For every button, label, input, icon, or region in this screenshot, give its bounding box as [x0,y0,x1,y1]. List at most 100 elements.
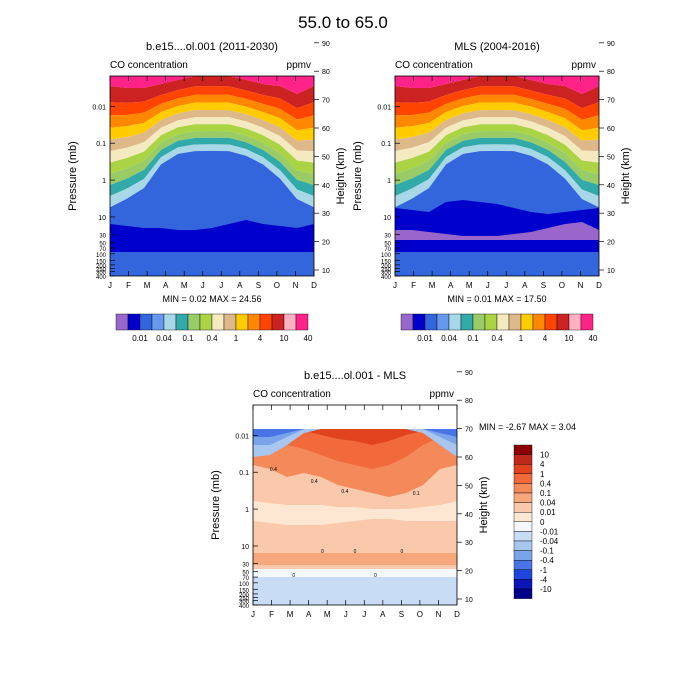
y-tick-label: 300 [381,270,392,276]
y-tick-label: 70 [384,247,391,253]
colorbar-swatch [199,313,213,331]
colorbar-label: 0 [540,518,545,527]
y-axis-label: Pressure (mb) [210,470,222,540]
colorbar-swatch [271,313,285,331]
contour-band-5 [110,102,314,141]
x-tick-label: M [324,610,331,619]
right-axis-label: Height (km) [335,148,347,205]
x-tick-label: N [436,610,442,619]
right-tick-label: 50 [322,154,330,161]
right-tick-label: 70 [322,98,330,105]
colorbar-swatch [115,313,129,331]
contour-band-14 [395,252,599,276]
y-tick-label: 0.1 [381,141,391,148]
x-tick-label: F [126,281,131,290]
right-tick-label: 20 [322,240,330,247]
contour-band-14 [110,252,314,276]
y-tick-label: 1 [245,507,249,514]
contour-label: 0.1 [413,491,420,497]
contour-band-5 [395,102,599,141]
right-tick-label: 20 [607,240,615,247]
colorbar-swatch [508,313,522,331]
right-tick-label: 80 [465,398,473,405]
y-tick-label: 100 [96,253,107,259]
colorbar-swatch [513,483,533,494]
y-tick-label: 0.01 [235,433,249,440]
right-tick-label: 80 [322,69,330,76]
right-tick-label: 70 [607,98,615,105]
colorbar-label: 0.04 [441,334,457,343]
x-tick-label: A [448,281,454,290]
panel-title: b.e15....ol.001 - MLS [304,370,406,382]
x-tick-label: J [362,610,366,619]
colorbar-swatch [513,579,533,590]
y-tick-label: 100 [381,253,392,259]
contour-band-10 [395,137,599,197]
colorbar-swatch [283,313,297,331]
right-tick-label: 80 [607,69,615,76]
colorbar-swatch [568,313,582,331]
colorbar-label: 0.4 [206,334,218,343]
right-tick-label: 90 [607,41,615,48]
colorbar-swatch [520,313,534,331]
y-axis-label: Pressure (mb) [352,141,364,211]
colorbar: 10410.40.10.040.010-0.01-0.04-0.1-0.4-1-… [513,444,559,599]
colorbar-swatch [412,313,426,331]
colorbar-swatch [211,313,225,331]
y-tick-label: 200 [381,264,392,270]
colorbar-swatch [513,502,533,513]
colorbar: 0.01 0.04 0.1 0.4 1 4 10 40 [115,313,313,343]
right-tick-label: 10 [322,268,330,275]
contour-band-16 [395,222,599,240]
colorbar-label: -0.4 [540,556,554,565]
contour-band-2 [110,76,314,109]
heatmap-fill [110,76,314,276]
colorbar-label: -0.01 [540,527,559,536]
colorbar-swatch [436,313,450,331]
right-tick-label: 90 [465,370,473,377]
min-max-stats: MIN = 0.02 MAX = 24.56 [162,294,261,304]
contour-label: 0.4 [311,479,318,485]
right-tick-label: 20 [465,569,473,576]
colorbar-swatch [513,588,533,599]
y-tick-label: 400 [381,275,392,281]
x-tick-label: M [144,281,151,290]
x-tick-label: M [466,281,473,290]
contour-label: 0 [354,549,357,555]
contour-band-8 [110,124,314,174]
colorbar-swatch [513,473,533,484]
x-tick-label: M [181,281,188,290]
x-tick-label: A [163,281,169,290]
y-tick-label: 70 [99,247,106,253]
contour-band-9 [395,131,599,186]
colorbar-label: 0.1 [467,334,479,343]
contour-label: 0 [401,549,404,555]
y-tick-label: 400 [96,275,107,281]
colorbar-swatch [259,313,273,331]
y-tick-label: 50 [99,242,106,248]
contour-label: 0.4 [341,489,348,495]
y-tick-label: 150 [96,259,107,265]
colorbar-swatch [513,531,533,542]
colorbar-label: -1 [540,566,548,575]
right-tick-label: 40 [465,512,473,519]
right-tick-label: 30 [465,540,473,547]
contour-band-3 [395,86,599,120]
x-tick-label: J [344,610,348,619]
panel-1: b.e15....ol.001 (2011-2030) CO concentrat… [67,41,347,343]
y-tick-label: 30 [242,563,249,569]
x-tick-label: O [559,281,565,290]
colorbar-swatch [424,313,438,331]
contour-band-8 [253,569,457,577]
colorbar-swatch [139,313,153,331]
x-tick-label: D [596,281,602,290]
y-tick-label: 0.01 [377,104,391,111]
colorbar-swatch [187,313,201,331]
y-tick-label: 150 [381,259,392,265]
colorbar-label: -4 [540,575,548,584]
y-axis-label: Pressure (mb) [67,141,79,211]
colorbar-label: 4 [540,460,545,469]
y-tick-label: 150 [239,588,250,594]
contour-label: 0 [374,573,377,579]
colorbar-label: 0.04 [540,499,556,508]
